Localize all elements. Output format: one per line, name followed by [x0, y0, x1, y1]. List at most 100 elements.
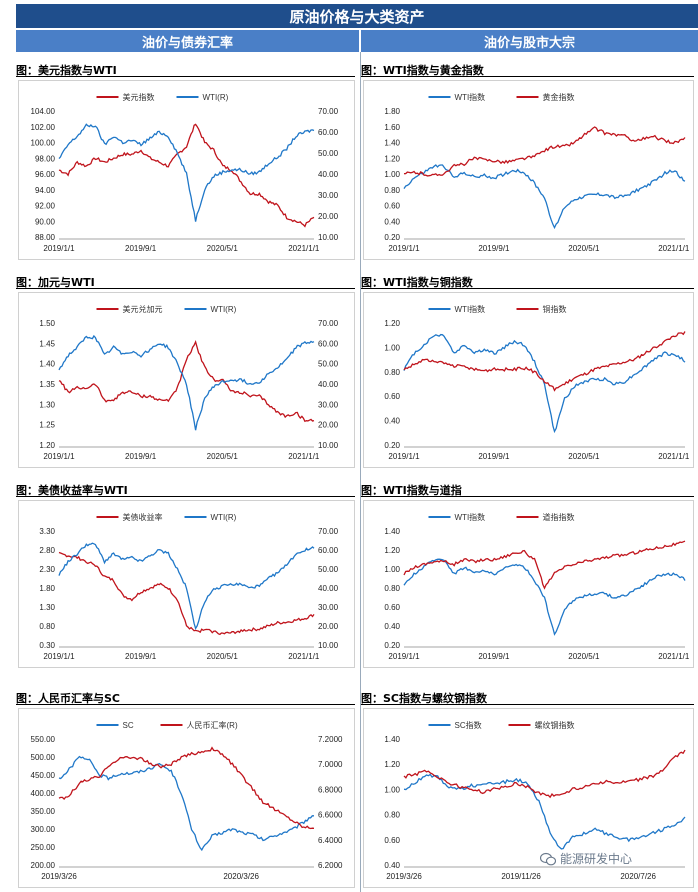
y-left-tick: 250.00 [31, 843, 56, 852]
y-right-tick: 7.2000 [318, 735, 343, 744]
y-left-tick: 0.60 [384, 603, 400, 612]
panel-title-cad-wti: 图：加元与WTI [16, 276, 95, 289]
x-tick: 2020/5/1 [207, 452, 239, 461]
panel-title-underline [16, 76, 355, 77]
x-tick: 2019/1/1 [43, 244, 75, 253]
series-line-1 [403, 540, 686, 590]
y-left-tick: 0.80 [39, 622, 55, 631]
panel-title-cny-sc: 图：人民币汇率与SC [16, 692, 120, 705]
y-left-tick: 2.30 [39, 565, 55, 574]
chart-ust-wti: 美债收益率 WTI(R) 3.30 2.80 2.30 1.80 1.30 0.80 0.30 7… [18, 500, 355, 668]
y-left-tick: 1.40 [39, 360, 55, 369]
y-left-tick: 0.60 [384, 836, 400, 845]
y-left-tick: 1.00 [384, 785, 400, 794]
legend: SC 人民币汇率(R) [96, 720, 238, 730]
chart-svg-cny-sc: SC 人民币汇率(R) 550.00 500.00 450.00 400.00 350.00… [31, 720, 343, 881]
legend-item-0: 美债收益率 [96, 512, 163, 522]
series-line-0 [58, 123, 315, 228]
series-line-0 [403, 164, 686, 230]
y-left-tick: 1.80 [384, 107, 400, 116]
legend: WTI指数 铜指数 [428, 304, 567, 314]
legend-item-0: 美元兑加元 [96, 304, 163, 314]
chart-wti-gold: WTI指数 黄金指数 1.80 1.60 1.40 1.20 1.00 0.80 0.60 0.4… [363, 80, 694, 260]
legend: 美元指数 WTI(R) [96, 92, 229, 102]
y-left-tick: 0.20 [384, 233, 400, 242]
series-line-0 [58, 339, 315, 423]
chart-wti-dji: WTI指数 道指指数 1.40 1.20 1.00 0.80 0.60 0.40 0.20 201… [363, 500, 694, 668]
wechat-icon [540, 852, 556, 865]
y-left-tick: 1.35 [39, 380, 55, 389]
legend-label: WTI指数 [455, 92, 486, 102]
y-left-tick: 1.20 [384, 319, 400, 328]
x-tick: 2019/11/26 [501, 872, 541, 881]
y-left-tick: 88.00 [35, 233, 56, 242]
panel-title-underline [361, 76, 694, 77]
y-left-tick: 0.40 [384, 622, 400, 631]
panel-title-wti-copper: 图：WTI指数与铜指数 [361, 276, 473, 289]
y-right-tick: 30.00 [318, 191, 339, 200]
x-tick: 2019/3/26 [41, 872, 77, 881]
y-left-tick: 1.20 [39, 441, 55, 450]
chart-svg-usd-wti: 美元指数 WTI(R) 104.00 102.00 100.00 98.00 96.00 94… [31, 92, 339, 253]
x-tick: 2020/5/1 [568, 652, 600, 661]
y-left-tick: 1.30 [39, 400, 55, 409]
legend-label: 黄金指数 [543, 92, 575, 102]
series-line-1 [58, 334, 315, 431]
x-tick: 2021/1/1 [288, 244, 320, 253]
y-left-tick: 1.20 [384, 760, 400, 769]
chart-cny-sc: SC 人民币汇率(R) 550.00 500.00 450.00 400.00 350.00… [18, 708, 355, 888]
y-right-tick: 20.00 [318, 212, 339, 221]
legend-item-1: WTI(R) [184, 513, 237, 522]
y-left-tick: 1.20 [384, 546, 400, 555]
x-tick: 2021/1/1 [288, 452, 320, 461]
legend-item-0: WTI指数 [428, 92, 486, 102]
series-line-1 [58, 542, 315, 630]
y-left-tick: 200.00 [31, 861, 56, 870]
series-line-0 [403, 773, 686, 850]
legend-label: WTI(R) [211, 513, 237, 522]
series-line-0 [403, 333, 686, 434]
chart-svg-cad-wti: 美元兑加元 WTI(R) 1.50 1.45 1.40 1.35 1.30 1.25 1.20 7… [39, 304, 338, 461]
legend-item-1: WTI(R) [184, 305, 237, 314]
section-header-right: 油价与股市大宗 [361, 30, 698, 52]
y-left-tick: 2.80 [39, 546, 55, 555]
x-tick: 2019/3/26 [386, 872, 422, 881]
y-left-tick: 0.80 [384, 368, 400, 377]
y-left-tick: 550.00 [31, 735, 56, 744]
x-tick: 2021/1/1 [658, 452, 690, 461]
y-left-tick: 0.40 [384, 217, 400, 226]
panel-title-wti-dji: 图：WTI指数与道指 [361, 484, 462, 497]
y-left-tick: 0.40 [384, 417, 400, 426]
y-left-tick: 1.45 [39, 339, 55, 348]
chart-svg-ust-wti: 美债收益率 WTI(R) 3.30 2.80 2.30 1.80 1.30 0.80 0.30 7… [39, 512, 339, 661]
legend-label: 螺纹钢指数 [535, 720, 575, 730]
x-tick: 2020/5/1 [568, 244, 600, 253]
x-tick: 2020/5/1 [207, 244, 239, 253]
y-left-tick: 104.00 [31, 107, 56, 116]
y-left-tick: 98.00 [35, 154, 56, 163]
legend-label: 美元兑加元 [123, 304, 163, 314]
legend-item-1: 人民币汇率(R) [160, 720, 238, 730]
legend-label: 美元指数 [123, 92, 155, 102]
y-left-tick: 1.40 [384, 735, 400, 744]
legend-item-0: SC指数 [428, 720, 482, 730]
legend-label: WTI(R) [211, 305, 237, 314]
x-tick: 2020/5/1 [568, 452, 600, 461]
x-tick: 2019/9/1 [125, 244, 157, 253]
series-line-1 [403, 331, 686, 392]
y-right-tick: 6.6000 [318, 811, 343, 820]
legend: 美债收益率 WTI(R) [96, 512, 237, 522]
legend-item-1: 螺纹钢指数 [508, 720, 575, 730]
legend: WTI指数 黄金指数 [428, 92, 575, 102]
panel-title-wti-gold: 图：WTI指数与黄金指数 [361, 64, 484, 77]
y-right-tick: 70.00 [318, 527, 339, 536]
legend-item-1: WTI(R) [176, 93, 229, 102]
y-left-tick: 1.20 [384, 154, 400, 163]
legend-label: WTI指数 [455, 304, 486, 314]
y-left-tick: 0.80 [384, 584, 400, 593]
x-tick: 2019/1/1 [388, 244, 420, 253]
y-left-tick: 3.30 [39, 527, 55, 536]
y-right-tick: 30.00 [318, 603, 339, 612]
series-line-0 [58, 755, 314, 852]
